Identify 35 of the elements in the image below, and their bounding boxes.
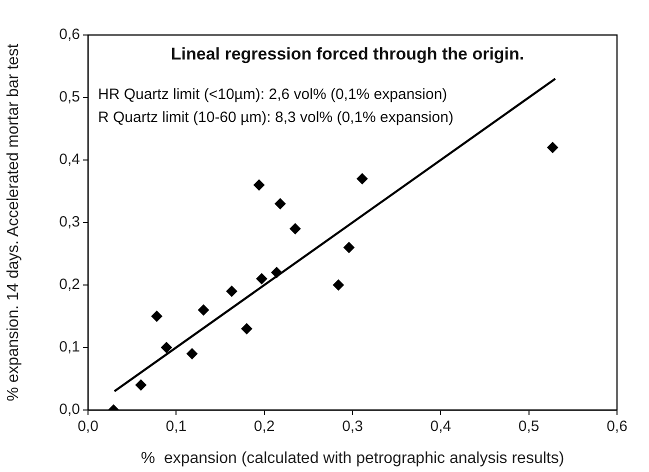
point xyxy=(151,310,162,322)
point xyxy=(356,173,368,184)
y-axis-title: % expansion. 14 days. Accelerated mortar bar test xyxy=(5,43,22,402)
point xyxy=(198,304,209,316)
point xyxy=(274,198,286,210)
point xyxy=(290,223,301,234)
point xyxy=(241,323,252,334)
point xyxy=(332,280,344,290)
point xyxy=(226,286,238,297)
y-tick-label: 0,0 xyxy=(59,401,80,418)
x-tick-label: 0,6 xyxy=(606,418,628,436)
y-tick-label: 0,4 xyxy=(59,151,80,168)
x-tick-label: 0,5 xyxy=(518,418,540,436)
y-tick-label: 0,5 xyxy=(59,88,80,106)
point xyxy=(271,267,282,278)
annotation: R Quartz limit (10-60 µm): 8,3 vol% (0,1% expansion) xyxy=(98,109,454,126)
point xyxy=(343,242,354,253)
point xyxy=(135,380,146,390)
text: Lineal regression forced through the origin. xyxy=(170,44,524,64)
point xyxy=(547,142,558,153)
y-tick-label: 0,3 xyxy=(59,214,80,231)
point xyxy=(186,348,198,360)
point xyxy=(254,180,265,190)
x-axis-title: % expansion (calculated with petrographic analysis results) xyxy=(140,450,564,467)
y-tick-label: 0,6 xyxy=(59,26,80,44)
x-tick-label: 0,2 xyxy=(254,418,275,436)
point xyxy=(256,273,268,284)
y-tick-label: 0,1 xyxy=(59,338,80,356)
point xyxy=(160,342,172,353)
x-tick-label: 0,3 xyxy=(342,418,363,436)
annotation: HR Quartz limit (<10µm): 2,6 vol% (0,1% expansion) xyxy=(98,86,448,104)
y-tick-label: 0,2 xyxy=(59,276,80,294)
x-tick-label: 0,1 xyxy=(166,418,187,436)
x-tick-label: 0,0 xyxy=(78,418,98,436)
x-tick-label: 0,4 xyxy=(430,418,452,436)
